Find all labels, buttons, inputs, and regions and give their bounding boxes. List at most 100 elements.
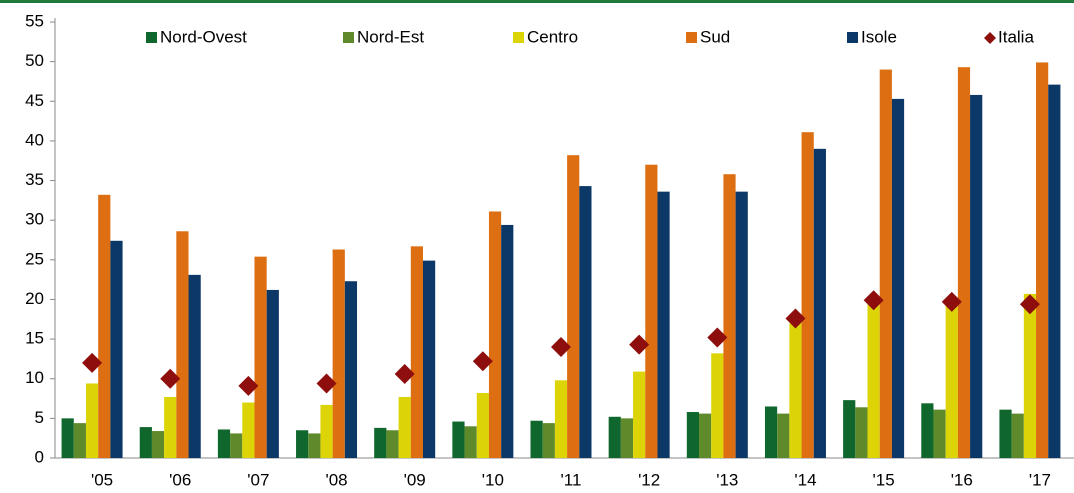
- y-tick-label: 25: [25, 249, 44, 268]
- marker: [785, 308, 806, 329]
- bar: [85, 383, 99, 458]
- bar: [645, 164, 658, 458]
- x-tick-label: '05: [91, 470, 113, 489]
- bar: [217, 429, 231, 458]
- bar: [374, 427, 387, 458]
- bar: [1011, 413, 1024, 458]
- y-tick-label: 35: [25, 170, 44, 189]
- x-tick-label: '07: [247, 470, 269, 489]
- bar: [308, 433, 321, 458]
- bar: [579, 186, 592, 458]
- y-tick-label: 40: [25, 130, 44, 149]
- bar: [188, 274, 201, 458]
- x-tick-label: '06: [169, 470, 191, 489]
- bar: [999, 409, 1012, 458]
- y-tick-label: 5: [35, 408, 44, 427]
- marker: [551, 337, 571, 358]
- bar: [476, 392, 489, 458]
- bar: [620, 418, 634, 458]
- bar: [921, 403, 934, 458]
- marker: [1019, 294, 1040, 315]
- bar: [633, 371, 646, 458]
- bar: [332, 249, 345, 458]
- bar: [230, 433, 243, 458]
- y-tick-label: 50: [25, 51, 44, 70]
- x-tick-label: '14: [794, 470, 816, 489]
- x-tick-label: '15: [873, 470, 895, 489]
- marker: [82, 352, 103, 373]
- marker: [160, 368, 181, 389]
- bar: [73, 423, 86, 458]
- marker: [316, 373, 337, 394]
- legend-swatch: [847, 32, 858, 43]
- legend-label: Italia: [998, 27, 1034, 46]
- legend-label: Nord-Ovest: [160, 27, 247, 46]
- bar: [891, 98, 905, 459]
- bar: [344, 281, 358, 458]
- bar: [542, 423, 555, 458]
- bar: [843, 400, 856, 458]
- bar: [957, 67, 971, 458]
- y-tick-label: 45: [25, 91, 44, 110]
- bar: [488, 211, 502, 458]
- x-tick-label: '13: [716, 470, 738, 489]
- bar: [266, 289, 279, 458]
- marker: [394, 363, 415, 384]
- bar: [176, 231, 189, 458]
- x-tick-label: '11: [561, 470, 582, 489]
- bar: [98, 194, 111, 458]
- marker: [707, 327, 728, 348]
- bar: [164, 396, 177, 458]
- marker: [941, 291, 962, 312]
- bar: [764, 406, 778, 458]
- bar: [801, 132, 814, 458]
- legend-label: Sud: [700, 27, 730, 46]
- legend-label: Nord-Est: [357, 27, 424, 46]
- bar: [867, 301, 880, 458]
- bar: [254, 256, 267, 458]
- bar: [1048, 84, 1061, 458]
- bar: [879, 69, 892, 459]
- bar: [933, 409, 946, 458]
- x-tick-label: '08: [325, 470, 347, 489]
- x-tick-label: '16: [951, 470, 973, 489]
- bar: [398, 396, 411, 458]
- marker: [238, 375, 259, 396]
- bar: [554, 380, 568, 458]
- top-rule: [0, 0, 1074, 3]
- bar: [945, 303, 958, 458]
- x-tick-label: '09: [404, 470, 426, 489]
- bar: [139, 427, 152, 458]
- bar: [530, 420, 543, 458]
- y-tick-label: 20: [25, 289, 44, 308]
- bar: [242, 402, 255, 458]
- bar: [296, 430, 309, 458]
- bar: [699, 413, 712, 458]
- bar: [657, 191, 670, 459]
- legend-swatch: [343, 32, 354, 43]
- y-tick-label: 0: [35, 447, 44, 466]
- marker: [629, 334, 650, 355]
- legend-swatch: [146, 32, 157, 43]
- y-tick-label: 10: [25, 368, 44, 387]
- bar: [567, 155, 580, 459]
- bar: [61, 418, 74, 458]
- bar: [452, 421, 465, 458]
- bar: [608, 416, 621, 458]
- bar: [789, 323, 802, 458]
- bar: [1036, 62, 1049, 459]
- legend-swatch: [513, 32, 524, 43]
- x-tick-label: '10: [482, 470, 504, 489]
- legend-label: Centro: [527, 27, 578, 46]
- legend-marker: [984, 32, 996, 44]
- bar: [464, 426, 477, 458]
- y-tick-label: 30: [25, 210, 44, 229]
- bar: [711, 353, 724, 458]
- bar: [501, 224, 514, 458]
- bar: [410, 246, 423, 458]
- bar: [422, 260, 436, 458]
- bar: [386, 430, 399, 458]
- bar: [110, 240, 123, 458]
- legend-label: Isole: [861, 27, 897, 46]
- bar: [723, 174, 736, 458]
